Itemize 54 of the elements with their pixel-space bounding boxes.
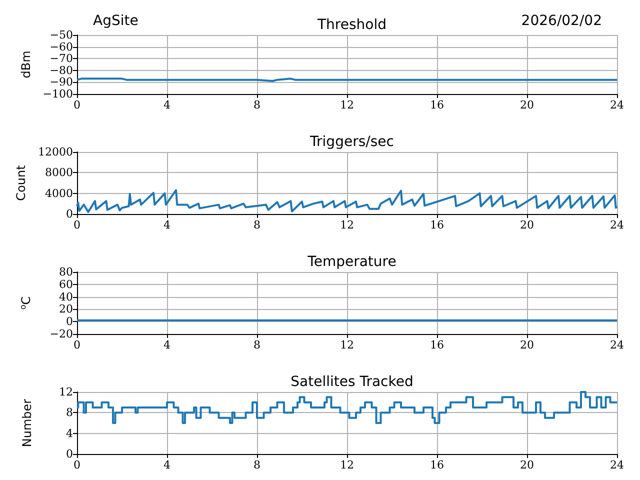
y-axis-title: Number bbox=[20, 398, 34, 448]
y-tick-label: −60 bbox=[50, 40, 73, 54]
text: AgSite bbox=[93, 13, 138, 29]
y-tick-label: 0 bbox=[66, 448, 73, 460]
x-tick-label: 4 bbox=[164, 98, 170, 112]
x-tick-label: 16 bbox=[430, 338, 444, 352]
x-tick-label: 16 bbox=[430, 218, 444, 232]
text: 2026/02/02 bbox=[521, 13, 602, 29]
x-tick-label: 4 bbox=[164, 338, 170, 352]
x-tick-label: 20 bbox=[520, 338, 534, 352]
y-tick-label: 12000 bbox=[38, 146, 73, 158]
x-tick-label: 8 bbox=[254, 218, 260, 232]
x-tick-label: 12 bbox=[340, 98, 354, 112]
y-tick-label: −90 bbox=[50, 76, 73, 89]
y-axis-title: oC bbox=[18, 296, 33, 310]
x-tick-label: 20 bbox=[520, 218, 534, 232]
chart-title: Threshold bbox=[316, 17, 386, 33]
x-tick-label: 8 bbox=[254, 458, 260, 472]
y-tick-label: 0 bbox=[66, 208, 73, 220]
chart-title: Triggers/sec bbox=[309, 134, 394, 150]
x-tick-label: 8 bbox=[254, 338, 260, 352]
x-tick-label: 24 bbox=[610, 338, 624, 352]
y-tick-label: 20 bbox=[59, 302, 73, 316]
x-tick-label: 12 bbox=[340, 338, 354, 352]
y-tick-label: 0 bbox=[66, 315, 73, 328]
y-axis-title: dBm bbox=[18, 50, 33, 78]
x-tick-label: 4 bbox=[164, 218, 170, 232]
x-tick-label: 12 bbox=[340, 458, 354, 472]
x-tick-label: 24 bbox=[610, 98, 624, 112]
y-tick-label: 40 bbox=[59, 290, 73, 304]
y-tick-label: 8000 bbox=[45, 166, 73, 180]
x-tick-label: 24 bbox=[610, 218, 624, 232]
y-tick-label: −70 bbox=[50, 52, 73, 66]
x-tick-label: 20 bbox=[520, 98, 534, 112]
x-tick-label: 20 bbox=[520, 458, 534, 472]
y-tick-label: −80 bbox=[50, 64, 73, 77]
y-tick-label: −100 bbox=[42, 88, 73, 100]
x-tick-label: 16 bbox=[430, 458, 444, 472]
chart-title: Temperature bbox=[306, 254, 396, 270]
y-tick-label: 60 bbox=[59, 278, 73, 291]
x-tick-label: 8 bbox=[254, 98, 260, 112]
x-tick-label: 12 bbox=[340, 218, 354, 232]
x-tick-label: 24 bbox=[610, 458, 624, 472]
y-tick-label: 4 bbox=[66, 426, 73, 440]
y-tick-label: 80 bbox=[59, 266, 73, 278]
y-tick-label: −20 bbox=[50, 328, 73, 340]
x-tick-label: 16 bbox=[430, 98, 444, 112]
y-tick-label: −50 bbox=[50, 28, 73, 42]
y-tick-label: 8 bbox=[66, 406, 73, 420]
y-tick-label: 12 bbox=[59, 386, 73, 398]
chart-title: Satellites Tracked bbox=[290, 374, 414, 390]
x-tick-label: 4 bbox=[164, 458, 170, 472]
y-axis-title: Count bbox=[14, 164, 28, 201]
y-tick-label: 4000 bbox=[45, 186, 73, 200]
